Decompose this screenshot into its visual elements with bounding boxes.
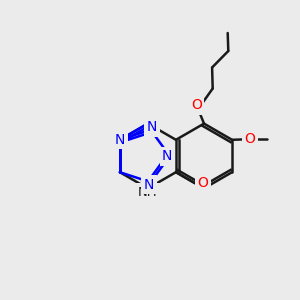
Text: N: N — [112, 130, 123, 144]
Text: NH: NH — [138, 185, 158, 199]
Text: N: N — [147, 120, 157, 134]
Text: N: N — [115, 133, 125, 147]
Text: O: O — [198, 176, 208, 190]
Text: O: O — [191, 98, 202, 112]
Text: O: O — [244, 132, 256, 146]
Text: N: N — [144, 178, 154, 192]
Text: N: N — [162, 149, 172, 163]
